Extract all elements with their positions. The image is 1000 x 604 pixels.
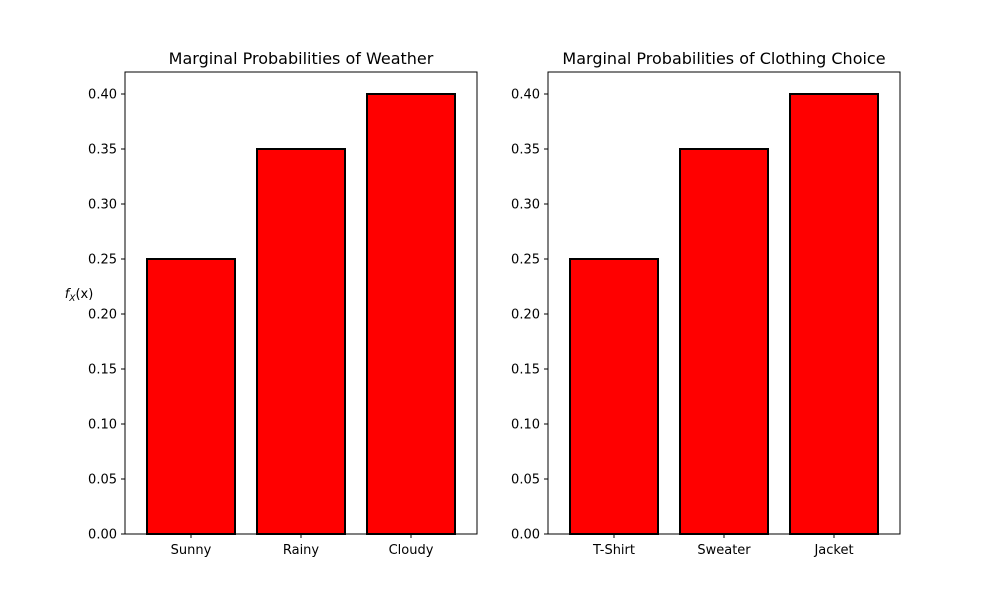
clothing-x-axis: T-Shirt Sweater Jacket bbox=[592, 534, 854, 558]
weather-chart-title: Marginal Probabilities of Weather bbox=[169, 49, 434, 68]
weather-bar-cloudy bbox=[366, 93, 456, 535]
weather-xtick-label-cloudy: Cloudy bbox=[389, 543, 434, 558]
clothing-ytick-label-1: 0.05 bbox=[511, 473, 540, 488]
weather-ytick-label-1: 0.05 bbox=[88, 473, 117, 488]
weather-xtick-label-sunny: Sunny bbox=[171, 543, 212, 558]
clothing-chart-title: Marginal Probabilities of Clothing Choic… bbox=[562, 49, 885, 68]
clothing-chart: Marginal Probabilities of Clothing Choic… bbox=[511, 49, 901, 558]
ylabel-tail: (x) bbox=[75, 287, 93, 302]
ylabel-main: f bbox=[65, 287, 72, 302]
weather-ytick-label-4: 0.20 bbox=[88, 308, 117, 323]
clothing-ytick-label-5: 0.25 bbox=[511, 253, 540, 268]
weather-chart-ylabel: fX(x) bbox=[65, 287, 94, 304]
weather-x-axis: Sunny Rainy Cloudy bbox=[171, 534, 434, 558]
weather-ytick-label-2: 0.10 bbox=[88, 418, 117, 433]
clothing-ytick-label-2: 0.10 bbox=[511, 418, 540, 433]
clothing-y-axis: 0.00 0.05 0.10 0.15 0.20 0.25 0.30 0.35 0.40 bbox=[511, 88, 548, 543]
weather-y-axis: 0.00 0.05 0.10 0.15 0.20 0.25 0.30 0.35 0.40 bbox=[88, 88, 125, 543]
clothing-xtick-label-sweater: Sweater bbox=[697, 543, 751, 558]
clothing-bar-jacket bbox=[789, 93, 879, 535]
clothing-ytick-label-3: 0.15 bbox=[511, 363, 540, 378]
weather-xtick-label-rainy: Rainy bbox=[283, 543, 320, 558]
clothing-xtick-label-jacket: Jacket bbox=[813, 543, 853, 558]
weather-ytick-label-5: 0.25 bbox=[88, 253, 117, 268]
weather-ytick-label-8: 0.40 bbox=[88, 88, 117, 103]
weather-ytick-label-6: 0.30 bbox=[88, 198, 117, 213]
weather-bar-rainy bbox=[256, 148, 346, 535]
clothing-ytick-label-8: 0.40 bbox=[511, 88, 540, 103]
clothing-ytick-label-4: 0.20 bbox=[511, 308, 540, 323]
weather-ytick-label-0: 0.00 bbox=[88, 528, 117, 543]
weather-ytick-label-3: 0.15 bbox=[88, 363, 117, 378]
clothing-plot-frame bbox=[547, 71, 901, 535]
weather-plot-frame bbox=[124, 71, 478, 535]
clothing-ytick-label-6: 0.30 bbox=[511, 198, 540, 213]
weather-bar-sunny bbox=[146, 258, 236, 535]
clothing-bar-sweater bbox=[679, 148, 769, 535]
weather-bars bbox=[146, 93, 456, 535]
clothing-xtick-label-t-shirt: T-Shirt bbox=[592, 543, 635, 558]
clothing-bar-t-shirt bbox=[569, 258, 659, 535]
clothing-bars bbox=[569, 93, 879, 535]
weather-ytick-label-7: 0.35 bbox=[88, 143, 117, 158]
clothing-ytick-label-7: 0.35 bbox=[511, 143, 540, 158]
clothing-ytick-label-0: 0.00 bbox=[511, 528, 540, 543]
weather-chart: Marginal Probabilities of Weather fX(x) … bbox=[65, 49, 478, 558]
ylabel-sub: X bbox=[68, 294, 76, 304]
